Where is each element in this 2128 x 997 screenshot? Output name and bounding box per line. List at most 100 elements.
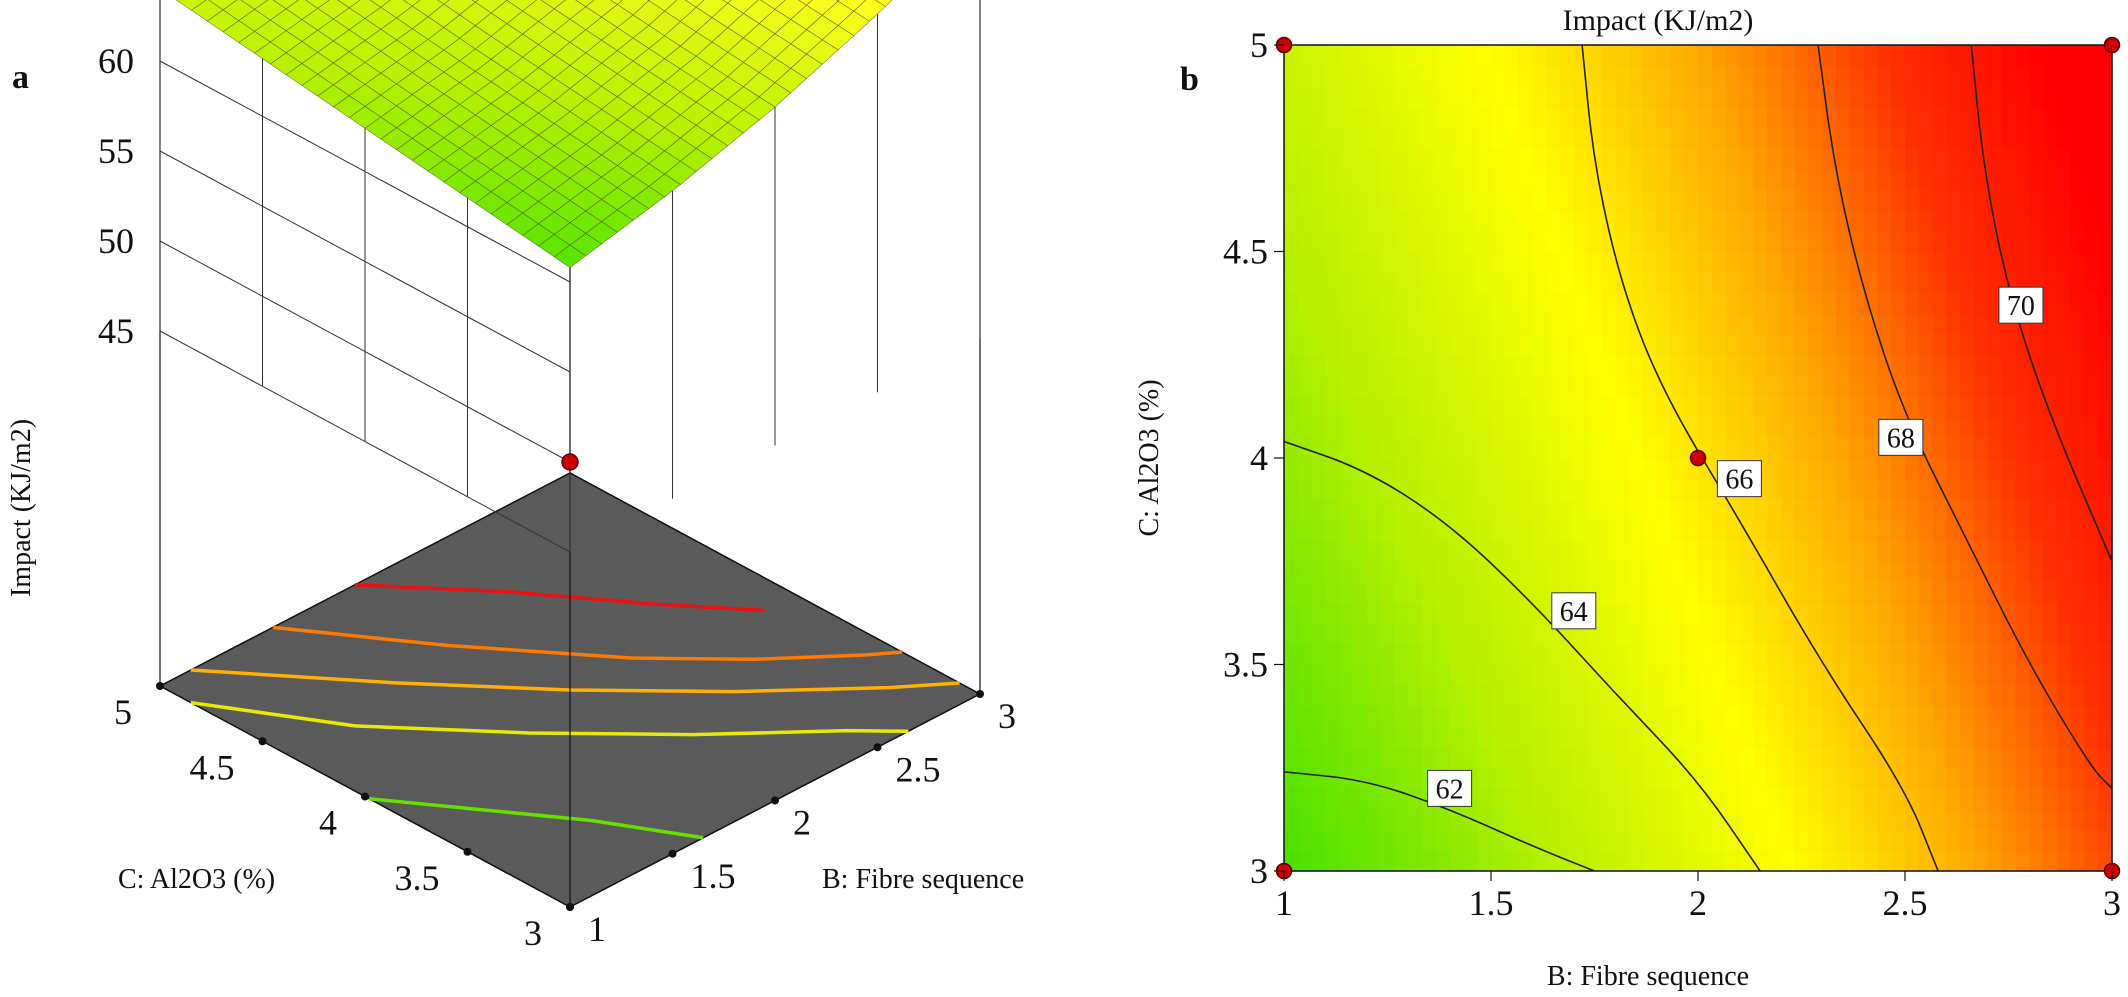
contour-fill-cell: [1877, 581, 1892, 604]
contour-fill-cell: [1684, 602, 1699, 624]
contour-fill-cell: [2070, 354, 2085, 376]
surface-z-axis-title: Impact (KJ/m2): [6, 419, 37, 597]
contour-fill-cell: [1601, 767, 1616, 789]
contour-fill-cell: [1987, 354, 2003, 376]
contour-fill-cell: [1905, 829, 1920, 851]
contour-fill-cell: [1560, 334, 1575, 356]
contour-fill-cell: [2084, 375, 2099, 397]
contour-fill-cell: [1325, 45, 1340, 67]
contour-fill-cell: [1284, 643, 1299, 666]
contour-fill-cell: [1629, 623, 1644, 645]
contour-fill-cell: [1656, 106, 1671, 129]
contour-fill-cell: [1753, 685, 1768, 707]
contour-fill-cell: [2029, 478, 2044, 500]
contour-fill-cell: [1932, 334, 1947, 356]
contour-fill-cell: [1284, 148, 1299, 170]
contour-fill-cell: [1518, 334, 1533, 356]
contour-fill-cell: [1463, 148, 1478, 170]
contour-fill-cell: [1849, 499, 1865, 521]
contour-fill-cell: [2098, 86, 2113, 108]
contour-fill-cell: [1739, 189, 1754, 211]
contour-fill-cell: [1974, 458, 1989, 480]
contour-fill-cell: [1297, 747, 1313, 769]
contour-fill-cell: [2056, 189, 2072, 211]
contour-fill-cell: [1408, 437, 1423, 459]
contour-fill-cell: [1753, 623, 1768, 645]
contour-fill-cell: [1808, 747, 1823, 769]
contour-fill-cell: [1987, 726, 2003, 748]
contour-fill-cell: [1629, 664, 1644, 686]
contour-fill-cell: [1808, 602, 1823, 624]
contour-fill-cell: [1311, 65, 1326, 87]
contour-fill-cell: [1753, 292, 1768, 315]
contour-fill-cell: [2015, 561, 2030, 583]
contour-fill-cell: [1615, 396, 1630, 418]
contour-fill-cell: [1380, 458, 1395, 480]
contour-fill-cell: [1822, 313, 1837, 335]
contour-fill-cell: [1297, 168, 1313, 191]
contour-fill-cell: [1780, 788, 1796, 810]
contour-fill-cell: [1491, 313, 1506, 335]
contour-fill-cell: [1905, 65, 1920, 87]
contour-fill-cell: [1863, 478, 1878, 500]
contour-fill-cell: [1780, 354, 1796, 376]
contour-fill-cell: [1767, 519, 1782, 542]
contour-fill-cell: [2029, 829, 2044, 851]
contour-fill-cell: [1353, 581, 1368, 604]
contour-fill-cell: [2015, 519, 2030, 542]
contour-fill-cell: [1960, 499, 1975, 521]
contour-fill-cell: [1629, 850, 1644, 872]
contour-fill-cell: [1891, 540, 1906, 562]
contour-fill-cell: [1974, 478, 1989, 500]
contour-fill-cell: [1863, 581, 1878, 604]
contour-fill-cell: [1339, 127, 1354, 149]
contour-fill-cell: [1573, 561, 1589, 583]
contour-fill-cell: [1587, 726, 1602, 748]
contour-fill-cell: [1518, 313, 1533, 335]
contour-fill-cell: [1808, 829, 1823, 851]
contour-fill-cell: [2098, 313, 2113, 335]
y-tick-label: 4.5: [190, 747, 235, 787]
contour-fill-cell: [1353, 45, 1368, 67]
contour-fill-cell: [1560, 396, 1575, 418]
contour-fill-cell: [1905, 602, 1920, 624]
contour-fill-cell: [1435, 334, 1451, 356]
contour-fill-cell: [2056, 643, 2072, 666]
contour-fill-cell: [1587, 540, 1602, 562]
contour-fill-cell: [1836, 354, 1851, 376]
contour-fill-cell: [1656, 561, 1671, 583]
contour-fill-cell: [1366, 540, 1382, 562]
contour-fill-cell: [1863, 458, 1878, 480]
contour-fill-cell: [1698, 643, 1713, 666]
x-tick-label: 3: [998, 696, 1016, 736]
contour-fill-cell: [1422, 251, 1437, 273]
contour-fill-cell: [2056, 168, 2072, 191]
contour-fill-cell: [1753, 148, 1768, 170]
contour-fill-cell: [1311, 809, 1326, 831]
contour-fill-cell: [1753, 602, 1768, 624]
contour-fill-cell: [1463, 292, 1478, 315]
contour-fill-cell: [1946, 65, 1961, 87]
contour-fill-cell: [1808, 210, 1823, 232]
contour-fill-cell: [1394, 726, 1409, 748]
contour-fill-cell: [1780, 726, 1796, 748]
contour-fill-cell: [1311, 168, 1326, 191]
contour-fill-cell: [1863, 705, 1878, 728]
contour-fill-cell: [2084, 767, 2099, 789]
contour-fill-cell: [1670, 829, 1685, 851]
contour-fill-cell: [1891, 499, 1906, 521]
contour-fill-cell: [1656, 189, 1671, 211]
contour-fill-cell: [1960, 168, 1975, 191]
contour-fill-cell: [1987, 809, 2003, 831]
contour-fill-cell: [1905, 664, 1920, 686]
contour-fill-cell: [1353, 396, 1368, 418]
contour-fill-cell: [2029, 499, 2044, 521]
contour-fill-cell: [1960, 334, 1975, 356]
contour-fill-cell: [1477, 251, 1492, 273]
contour-fill-cell: [1615, 540, 1630, 562]
contour-fill-cell: [1353, 705, 1368, 728]
contour-fill-cell: [1615, 86, 1630, 108]
contour-fill-cell: [2029, 540, 2044, 562]
contour-fill-cell: [1573, 313, 1589, 335]
contour-fill-cell: [1422, 499, 1437, 521]
